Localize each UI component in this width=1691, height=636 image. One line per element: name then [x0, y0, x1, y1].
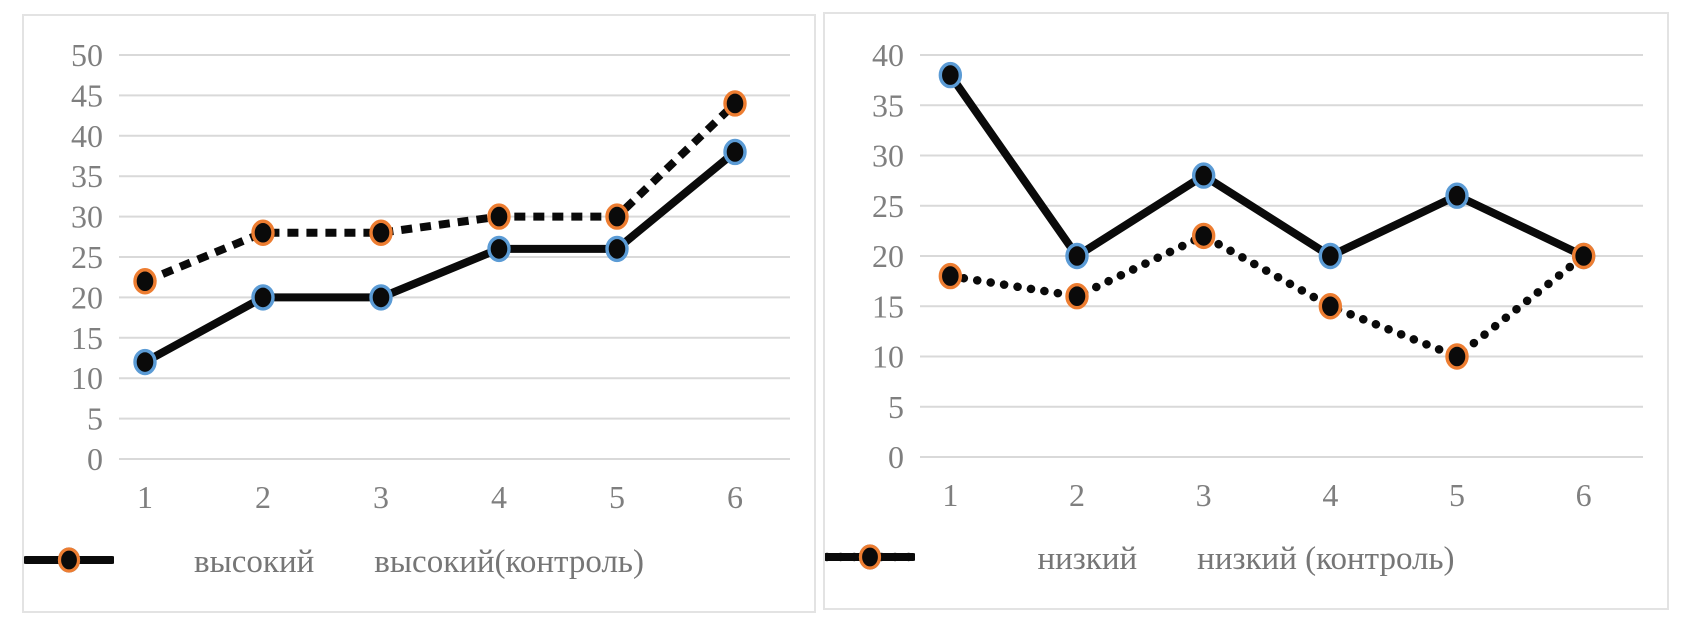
data-point-marker — [605, 203, 629, 230]
legend-item: низкий (контроль) — [825, 541, 1455, 578]
y-tick-label: 45 — [71, 77, 103, 113]
x-tick-label: 6 — [1576, 477, 1592, 513]
line-chart-low-group: 0 5 10 15 20 25 30 35 40 1 2 3 4 5 6 — [872, 37, 1643, 513]
x-tick-label: 1 — [942, 477, 958, 513]
series-line-solid — [141, 147, 739, 367]
legend-item: высокий — [24, 544, 315, 581]
legend-line-sample-icon — [825, 544, 915, 570]
x-tick-label: 3 — [1196, 477, 1212, 513]
y-tick-label: 35 — [872, 87, 904, 123]
series-line-solid — [946, 71, 1588, 260]
chart-legend: низкий низкий (контроль) — [825, 541, 1667, 578]
legend-label: низкий — [1037, 541, 1138, 577]
data-point-marker — [369, 284, 393, 311]
data-point-marker — [487, 235, 511, 263]
chart-legend: высокий высокий(контроль) — [24, 544, 814, 581]
series-line-control — [946, 231, 1588, 361]
data-point-marker — [938, 61, 963, 89]
data-point-marker — [723, 90, 747, 117]
y-tick-label: 20 — [71, 279, 103, 315]
y-tick-label: 25 — [71, 239, 103, 275]
legend-label: низкий (контроль) — [1197, 541, 1455, 577]
y-tick-label: 30 — [71, 199, 103, 235]
x-tick-label: 1 — [137, 479, 153, 515]
data-point-marker — [133, 348, 157, 376]
y-tick-label: 15 — [71, 320, 103, 356]
data-point-marker — [938, 262, 963, 290]
data-point-marker — [1445, 182, 1469, 209]
x-tick-label: 2 — [1069, 477, 1085, 513]
data-point-marker — [1065, 283, 1089, 310]
data-point-marker — [1318, 242, 1343, 270]
legend-item: высокий(контроль) — [26, 544, 644, 581]
data-point-marker — [605, 235, 629, 263]
legend-item: низкий — [825, 541, 1138, 578]
x-tick-label: 4 — [1322, 477, 1338, 513]
legend-line-sample-icon — [26, 547, 112, 573]
data-point-marker — [1191, 162, 1216, 189]
x-tick-label: 4 — [491, 479, 507, 515]
y-tick-label: 35 — [71, 158, 103, 194]
y-tick-label: 30 — [872, 138, 904, 174]
y-tick-label: 0 — [888, 439, 904, 475]
legend-marker-icon — [57, 547, 81, 573]
y-tick-label: 0 — [87, 441, 103, 477]
y-tick-label: 15 — [872, 288, 904, 324]
y-tick-label: 5 — [888, 389, 904, 425]
data-point-marker — [1191, 222, 1216, 250]
data-point-marker — [723, 138, 747, 166]
y-tick-label: 10 — [71, 360, 103, 396]
data-point-marker — [133, 268, 157, 295]
x-tick-label: 3 — [373, 479, 389, 515]
legend-label: высокий — [194, 544, 315, 580]
y-tick-label: 20 — [872, 238, 904, 274]
data-point-marker — [487, 203, 511, 230]
x-tick-label: 5 — [1449, 477, 1465, 513]
data-point-marker — [1571, 242, 1596, 270]
chart-panel-low-group: 0 5 10 15 20 25 30 35 40 1 2 3 4 5 6 низкий низкий (кон… — [823, 12, 1669, 610]
x-tick-label: 2 — [255, 479, 271, 515]
data-point-marker — [251, 219, 275, 246]
y-tick-label: 10 — [872, 339, 904, 375]
series-line-control — [143, 100, 738, 285]
x-tick-label: 5 — [609, 479, 625, 515]
y-tick-label: 40 — [71, 118, 103, 154]
data-point-marker — [369, 219, 393, 246]
chart-panel-high-group: 0 5 10 15 20 25 30 35 40 45 50 1 2 3 4 5 6 высокий высоки… — [22, 14, 816, 613]
legend-marker-icon — [858, 544, 882, 570]
data-point-marker — [1445, 343, 1469, 370]
y-tick-label: 25 — [872, 188, 904, 224]
data-point-marker — [1065, 242, 1089, 270]
x-tick-label: 6 — [727, 479, 743, 515]
y-tick-label: 50 — [71, 37, 103, 73]
data-point-marker — [251, 284, 275, 311]
legend-label: высокий(контроль) — [374, 544, 644, 580]
y-tick-label: 40 — [872, 37, 904, 73]
data-point-marker — [1318, 293, 1343, 320]
y-tick-label: 5 — [87, 401, 103, 437]
